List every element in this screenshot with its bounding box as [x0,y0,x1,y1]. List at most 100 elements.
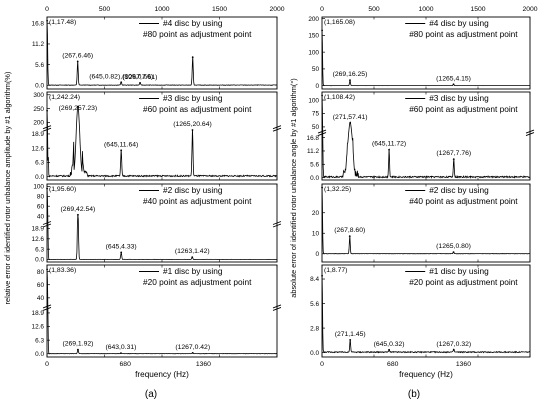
y-tick-label: 75 [312,111,320,118]
data-label: (1265,4.15) [436,75,471,82]
data-label: (645,0.82),(809,0.66) [89,73,153,80]
peak-marker [388,348,390,351]
peak-marker [191,129,194,131]
series-line [47,188,277,260]
data-label: (271,1.45) [335,331,366,338]
data-label: (267,8.60) [334,227,365,234]
data-label: (1265,20.64) [173,121,212,128]
caption-b: (b) [408,389,420,400]
x-tick-label-bottom: 680 [120,361,132,368]
axis-break-mark [272,306,282,311]
y-tick-label: 0 [315,251,319,258]
data-label: (267,6.46) [62,52,93,59]
data-label: (269,1.92) [62,341,93,348]
y-tick-label: 11.2 [32,41,44,48]
series-line [47,105,277,178]
legend-label: #4 disc by using [429,18,489,28]
legend-label: #20 point as adjustment point [143,277,252,287]
legend-label: #60 point as adjustment point [143,104,252,114]
axis-break-mark [525,132,535,137]
y-tick-label: 12.6 [32,324,45,331]
data-label: (645,0.32) [374,341,405,348]
y-axis-label-right: absolute error of identified rotor unbal… [289,78,298,297]
axis-break-mark [42,223,52,228]
y-tick-label: 0.0 [35,351,44,358]
data-label: (1263,1.42) [175,248,210,255]
data-label: (269,42.54) [61,206,96,213]
x-tick-label-top: 500 [368,6,380,13]
y-tick-label: 80 [37,194,45,201]
peak-marker [77,105,79,108]
axis-break-mark [42,304,52,309]
y-tick-label: 100 [33,184,44,191]
peak-marker [120,352,122,354]
peak-marker [321,29,324,32]
legend-label: #20 point as adjustment point [409,277,518,287]
x-tick-label-top: 1000 [154,6,169,13]
y-tick-label: 80 [37,269,45,276]
peak-marker [120,149,123,152]
peak-marker [191,56,194,59]
peak-marker [46,187,49,190]
series-line [47,269,277,355]
axis-break-mark [272,304,282,309]
peak-marker [321,94,324,97]
peak-marker [76,60,79,63]
data-label: (269,257.23) [59,105,98,112]
y-tick-label: 200 [308,16,319,23]
y-tick-label: 20 [312,210,320,217]
data-label: (1267,7.61) [123,74,158,81]
y-tick-label: 6.3 [35,160,44,167]
y-tick-label: 300 [33,92,44,99]
y-tick-label: 6.3 [35,337,44,344]
peak-marker [77,213,79,216]
y-tick-label: 100 [308,97,319,104]
data-label: (1,83.36) [49,267,76,274]
subplot-a-2: 300 250 200 18.9 12.6 6.3 0.0 #3 disc by using#… [32,91,282,181]
x-axis-label: frequency (Hz) [135,370,189,379]
y-tick-label: 12.6 [32,236,45,243]
caption-a: (a) [145,389,157,400]
peak-marker [120,81,123,84]
data-label: (1,108.42) [324,94,355,101]
peak-marker [452,348,455,351]
x-tick-label-bottom: 0 [320,361,324,368]
peak-marker [452,251,455,254]
axis-break-mark [317,132,327,137]
x-tick-label-top: 0 [45,6,49,13]
y-tick-label: 0.0 [35,174,44,181]
subplot-a-4: 80 60 40 18.9 12.6 6.3 0.0 #1 disc by using#20 … [32,264,282,358]
legend-label: #40 point as adjustment point [409,196,518,206]
y-tick-label: 60 [37,203,45,210]
subplot-b-2: 100 75 50 16.8 11.2 5.6 0.0 #3 disc by using#60… [307,91,535,182]
x-tick-label-bottom: 1360 [456,361,471,368]
series-line [322,95,530,179]
subplot-b-3: 20 10 0 #2 disc by using#40 point as adjust… [312,183,531,263]
peak-marker [139,81,141,84]
y-tick-label: 0.0 [35,83,44,90]
y-tick-label: 150 [308,33,319,40]
legend-label: #2 disc by using [163,185,223,195]
subplot-a-1: 16.8 11.2 5.6 0.0 #4 disc by using#80 point … [32,16,278,90]
y-tick-label: 100 [308,49,319,56]
data-label: (1,17.48) [49,19,76,26]
legend-label: #60 point as adjustment point [409,104,518,114]
y-tick-label: 16.8 [32,20,45,27]
legend-label: #80 point as adjustment point [409,29,518,39]
y-tick-label: 50 [312,124,320,131]
axis-break-mark [42,127,52,132]
y-tick-label: 11.2 [307,148,319,155]
data-label: (269,16.25) [333,71,368,78]
x-tick-label-top: 0 [320,6,324,13]
peak-marker [452,83,455,86]
axis-break-mark [272,127,282,132]
x-tick-label-top: 1000 [418,6,433,13]
x-tick-label-bottom: 0 [45,361,49,368]
axis-break-mark [42,221,52,225]
data-label: (1267,0.42) [175,344,210,351]
data-label: (1,95.60) [49,186,76,193]
data-label: (1265,0.80) [436,243,471,250]
y-tick-label: 200 [33,120,44,127]
y-tick-label: 18.9 [32,226,45,233]
y-tick-label: 40 [37,213,45,220]
